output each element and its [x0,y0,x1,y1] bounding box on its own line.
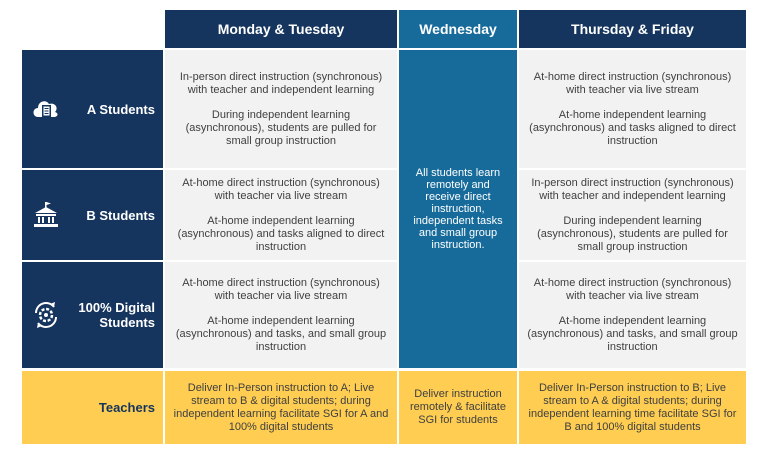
header-monday-tuesday-label: Monday & Tuesday [217,21,345,37]
cell-text: At-home independent learning (asynchrono… [529,108,736,147]
cell-text: In-person direct instruction (synchronou… [179,70,383,96]
gear-cycle-icon [22,299,70,331]
cell-teachers-wednesday: Deliver instruction remotely & facilitat… [399,371,517,444]
cell-wednesday-all-students: All students learn remotely and receive … [399,50,517,368]
cell-text: At-home direct instruction (synchronous)… [533,276,732,302]
row-label-a-students: A Students [22,50,163,168]
cell-text: At-home independent learning (asynchrono… [527,314,738,353]
cell-text: All students learn remotely and receive … [413,167,503,251]
cell-digital-students-monday-tuesday: At-home direct instruction (synchronous)… [165,262,397,368]
cloud-document-icon [22,95,70,123]
cell-text: Deliver In-Person instruction to A; Live… [173,381,389,433]
row-label-b-students: B Students [22,170,163,260]
cell-a-students-thursday-friday: At-home direct instruction (synchronous)… [519,50,746,168]
school-building-icon [22,201,70,229]
header-monday-tuesday: Monday & Tuesday [165,10,397,48]
header-wednesday-label: Wednesday [419,21,497,37]
cell-text: At-home direct instruction (synchronous)… [182,276,380,302]
row-label-digital-students: 100% Digital Students [22,262,163,368]
cell-text: During independent learning (asynchronou… [537,214,728,253]
row-label-text: Teachers [98,400,155,415]
row-label-text: B Students [86,207,155,223]
cell-digital-students-thursday-friday: At-home direct instruction (synchronous)… [519,262,746,368]
cell-b-students-thursday-friday: In-person direct instruction (synchronou… [519,170,746,260]
cell-a-students-monday-tuesday: In-person direct instruction (synchronou… [165,50,397,168]
cell-text: At-home independent learning (asynchrono… [175,314,387,353]
cell-text: At-home direct instruction (synchronous)… [533,70,732,96]
cell-text: Deliver instruction remotely & facilitat… [410,388,506,426]
row-label-text: 100% Digital Students [78,300,155,330]
cell-text: In-person direct instruction (synchronou… [531,176,734,202]
row-label-text: A Students [86,101,155,117]
cell-b-students-monday-tuesday: At-home direct instruction (synchronous)… [165,170,397,260]
header-wednesday: Wednesday [399,10,517,48]
header-thursday-friday: Thursday & Friday [519,10,746,48]
cell-teachers-monday-tuesday: Deliver In-Person instruction to A; Live… [165,371,397,444]
cell-text: At-home direct instruction (synchronous)… [182,176,380,202]
cell-text: Deliver In-Person instruction to B; Live… [528,381,737,433]
cell-teachers-thursday-friday: Deliver In-Person instruction to B; Live… [519,371,746,444]
cell-text: At-home independent learning (asynchrono… [177,214,385,253]
header-thursday-friday-label: Thursday & Friday [571,21,694,37]
row-label-teachers: Teachers [22,371,163,444]
cell-text: During independent learning (asynchronou… [185,108,377,147]
